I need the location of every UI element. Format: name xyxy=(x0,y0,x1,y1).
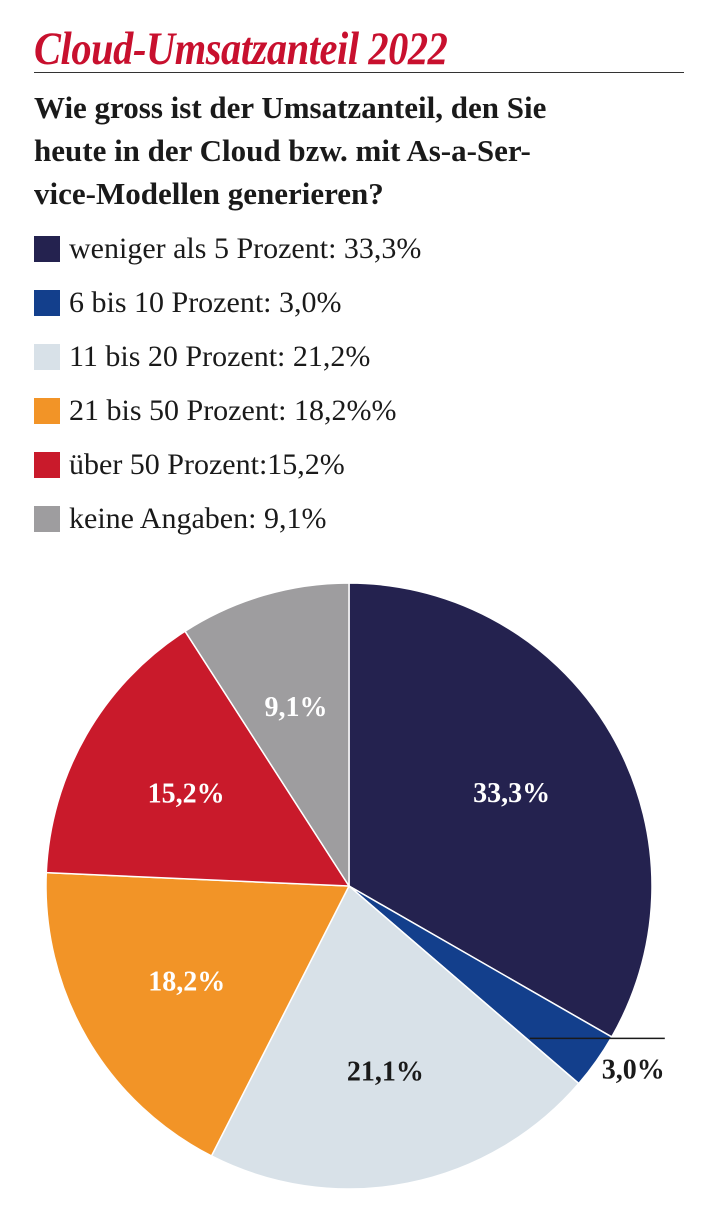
legend-swatch xyxy=(34,236,60,262)
slice-label: 21,1% xyxy=(347,1056,424,1087)
legend-label: 21 bis 50 Prozent: 18,2%% xyxy=(69,394,397,427)
legend-item: keine Angaben: 9,1% xyxy=(34,492,421,546)
survey-question: Wie gross ist der Umsatzanteil, den Sie … xyxy=(34,86,694,215)
legend-item: 6 bis 10 Prozent: 3,0% xyxy=(34,276,421,330)
legend-label: über 50 Prozent:15,2% xyxy=(69,448,345,481)
legend-swatch xyxy=(34,344,60,370)
question-line-1: Wie gross ist der Umsatzanteil, den Sie xyxy=(34,90,547,125)
pie-slice xyxy=(184,582,350,889)
slice-label: 3,0% xyxy=(602,1054,665,1085)
pie-slice xyxy=(210,884,580,1190)
pie-slice xyxy=(348,582,653,1038)
legend-item: 21 bis 50 Prozent: 18,2%% xyxy=(34,384,421,438)
title-rule xyxy=(34,72,684,73)
legend-swatch xyxy=(34,452,60,478)
legend-label: weniger als 5 Prozent: 33,3% xyxy=(69,232,422,265)
legend-item: 11 bis 20 Prozent: 21,2% xyxy=(34,330,421,384)
legend-item: über 50 Prozent:15,2% xyxy=(34,438,421,492)
legend-swatch xyxy=(34,290,60,316)
slice-label: 18,2% xyxy=(148,967,225,998)
question-line-3: vice-Modellen generieren? xyxy=(34,176,384,211)
legend-label: 6 bis 10 Prozent: 3,0% xyxy=(69,286,342,319)
slice-label: 9,1% xyxy=(265,692,328,723)
question-line-2: heute in der Cloud bzw. mit As-a-Ser- xyxy=(34,133,531,168)
legend-swatch xyxy=(34,506,60,532)
pie-slice xyxy=(45,630,351,887)
legend-item: weniger als 5 Prozent: 33,3% xyxy=(34,222,421,276)
pie-slice xyxy=(45,871,351,1157)
legend-swatch xyxy=(34,398,60,424)
chart-title: Cloud-Umsatzanteil 2022 xyxy=(34,23,448,75)
legend-label: keine Angaben: 9,1% xyxy=(69,502,327,535)
slice-label: 15,2% xyxy=(148,778,225,809)
slice-label: 33,3% xyxy=(473,778,550,809)
legend: weniger als 5 Prozent: 33,3% 6 bis 10 Pr… xyxy=(34,222,421,546)
legend-label: 11 bis 20 Prozent: 21,2% xyxy=(69,340,371,373)
